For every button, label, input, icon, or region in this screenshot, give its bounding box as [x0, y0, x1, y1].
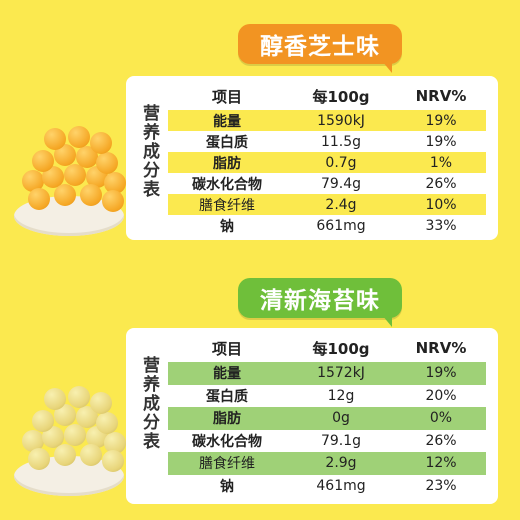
nutrient-name: 钠 — [220, 478, 234, 495]
nutrient-nrv: 1% — [396, 152, 486, 173]
nutrient-name: 碳水化合物 — [192, 433, 262, 450]
cheese-section: 醇香芝士味 营养成分表 项目 每100g NRV% 能量 1590kJ — [14, 24, 498, 240]
nutrition-panel-cheese: 营养成分表 项目 每100g NRV% 能量 1590kJ 19% 蛋白质 11… — [126, 76, 498, 240]
nutrient-name: 脂肪 — [168, 152, 286, 173]
header-per100g: 每100g — [312, 87, 370, 106]
nutrient-name: 能量 — [168, 362, 286, 385]
table-row: 能量 1590kJ 19% — [168, 110, 486, 131]
nutrient-per100g: 11.5g — [320, 133, 362, 150]
nutrient-nrv: 10% — [396, 194, 486, 215]
seaweed-section: 清新海苔味 营养成分表 项目 每100g NRV% 能量 1572kJ — [0, 260, 520, 520]
table-row: 钠 661mg 33% — [168, 215, 486, 236]
nutrition-panel-seaweed: 营养成分表 项目 每100g NRV% 能量 1572kJ 19% 蛋白质 12… — [126, 328, 498, 504]
snack-plate-image-cheese — [14, 126, 126, 236]
nutrient-nrv: 19% — [425, 133, 457, 150]
nutrient-nrv: 0% — [396, 407, 486, 430]
nutrient-per100g: 1572kJ — [286, 362, 396, 385]
nutrient-per100g: 79.4g — [320, 175, 362, 192]
flavor-badge-cheese: 醇香芝士味 — [238, 24, 402, 73]
nutrient-per100g: 661mg — [316, 217, 366, 234]
nutrient-per100g: 2.4g — [286, 194, 396, 215]
nutrition-table-cheese: 项目 每100g NRV% 能量 1590kJ 19% 蛋白质 11.5g 19… — [168, 82, 486, 236]
header-per100g: 每100g — [312, 339, 370, 358]
table-row: 蛋白质 12g 20% — [168, 385, 486, 408]
nutrient-nrv: 33% — [425, 217, 457, 234]
table-row: 碳水化合物 79.1g 26% — [168, 430, 486, 453]
nutrient-name: 蛋白质 — [206, 134, 248, 151]
nutrient-per100g: 0g — [286, 407, 396, 430]
table-row: 能量 1572kJ 19% — [168, 362, 486, 385]
nutrient-nrv: 26% — [425, 175, 457, 192]
nutrient-per100g: 12g — [327, 387, 355, 404]
table-row: 膳食纤维 2.4g 10% — [168, 194, 486, 215]
nutrient-nrv: 20% — [425, 387, 457, 404]
nutrition-table-seaweed: 项目 每100g NRV% 能量 1572kJ 19% 蛋白质 12g 20% … — [168, 334, 486, 497]
nutrient-nrv: 26% — [425, 432, 457, 449]
header-item: 项目 — [211, 339, 242, 358]
table-row: 脂肪 0.7g 1% — [168, 152, 486, 173]
nutrient-per100g: 1590kJ — [286, 110, 396, 131]
nutrient-name: 膳食纤维 — [168, 452, 286, 475]
nutrient-nrv: 12% — [396, 452, 486, 475]
table-header-row: 项目 每100g NRV% — [168, 82, 486, 110]
header-nrv: NRV% — [415, 87, 467, 105]
table-row: 膳食纤维 2.9g 12% — [168, 452, 486, 475]
nutrient-name: 膳食纤维 — [168, 194, 286, 215]
nutrient-name: 钠 — [220, 218, 234, 235]
nutrient-per100g: 79.1g — [320, 432, 362, 449]
nutrient-per100g: 461mg — [316, 477, 366, 494]
table-header-row: 项目 每100g NRV% — [168, 334, 486, 362]
nutrient-nrv: 19% — [396, 362, 486, 385]
nutrient-nrv: 19% — [396, 110, 486, 131]
table-row: 脂肪 0g 0% — [168, 407, 486, 430]
snack-plate-image-seaweed — [14, 386, 126, 496]
nutrient-name: 碳水化合物 — [192, 176, 262, 193]
nutrient-per100g: 2.9g — [286, 452, 396, 475]
flavor-badge-seaweed: 清新海苔味 — [238, 278, 402, 327]
nutrient-per100g: 0.7g — [286, 152, 396, 173]
nutrient-name: 能量 — [168, 110, 286, 131]
nutrition-table-label: 营养成分表 — [139, 356, 159, 451]
header-item: 项目 — [211, 87, 242, 106]
table-row: 钠 461mg 23% — [168, 475, 486, 498]
table-row: 碳水化合物 79.4g 26% — [168, 173, 486, 194]
header-nrv: NRV% — [415, 339, 467, 357]
nutrient-name: 脂肪 — [168, 407, 286, 430]
nutrient-name: 蛋白质 — [206, 388, 248, 405]
table-row: 蛋白质 11.5g 19% — [168, 131, 486, 152]
nutrient-nrv: 23% — [425, 477, 457, 494]
nutrition-table-label: 营养成分表 — [139, 104, 159, 199]
